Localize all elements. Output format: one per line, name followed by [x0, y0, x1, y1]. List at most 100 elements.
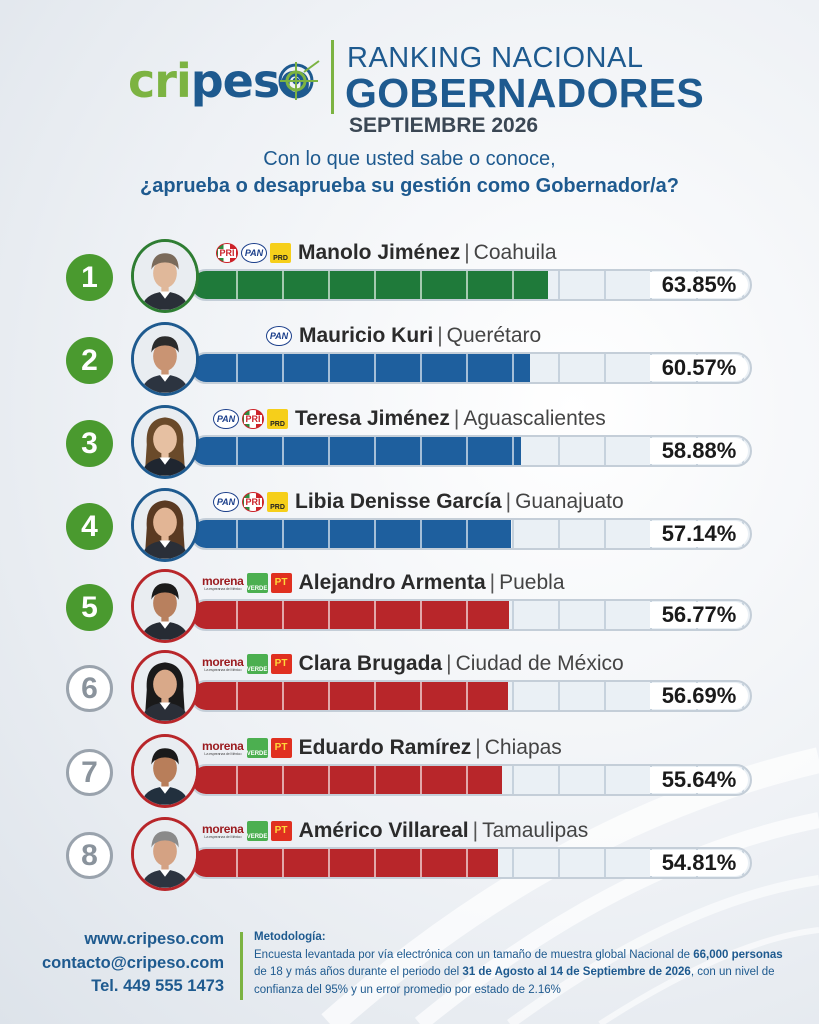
bar-track: 56.77%: [190, 599, 752, 631]
morena-logo-icon: morena La esperanza de México: [202, 574, 244, 591]
name-line: PAN PRI PRD Libia Denisse García | Guanajuato: [213, 488, 624, 516]
governor-name: Mauricio Kuri: [299, 324, 434, 347]
rank-badge: 4: [66, 503, 113, 550]
verde-logo-icon: VERDE: [246, 573, 268, 593]
rank-badge: 8: [66, 832, 113, 879]
bar-track: 63.85%: [190, 269, 752, 301]
rank-badge: 6: [66, 665, 113, 712]
email-link[interactable]: contacto@cripeso.com: [41, 953, 224, 972]
percentage-label: 60.57%: [650, 355, 748, 381]
ranking-row: 7 55.64% morena La esperanza de México VERDE…: [0, 731, 819, 811]
bar-track: 56.69%: [190, 680, 752, 712]
person-icon: [134, 491, 196, 559]
governor-name: Clara Brugada: [298, 652, 443, 675]
bar-fill: [192, 520, 511, 548]
name-line: morena La esperanza de México VERDE PT Clara…: [202, 650, 624, 678]
state-name: Querétaro: [446, 324, 542, 347]
header: cripeso RANKING NACIONAL GOBERNADORES SE…: [0, 38, 819, 138]
methodology-title: Metodología:: [254, 931, 326, 943]
percentage-label: 63.85%: [650, 272, 748, 298]
percentage-label: 56.77%: [650, 602, 748, 628]
bar-fill: [192, 271, 548, 299]
methodology: Metodología: Encuesta levantada por vía …: [254, 931, 783, 996]
person-icon: [134, 820, 196, 888]
governor-name: Teresa Jiménez: [295, 407, 450, 430]
party-logos: morena La esperanza de México VERDE PT: [202, 821, 292, 841]
name-separator: |: [453, 407, 460, 430]
ranking-row: 4 57.14% PAN PRI PRD Libia Denisse García | Gua…: [0, 485, 819, 565]
party-logos: PAN PRI PRD: [213, 492, 288, 512]
party-logos: PAN PRI PRD: [213, 409, 288, 429]
person-icon: [134, 572, 196, 640]
governor-photo: [131, 734, 199, 808]
header-divider: [331, 40, 334, 114]
ranking-row: 3 58.88% PAN PRI PRD Teresa Jiménez | Aguascali…: [0, 402, 819, 482]
governor-name: Alejandro Armenta: [298, 571, 486, 594]
governor-name: Manolo Jiménez: [298, 241, 461, 264]
percentage-label: 54.81%: [650, 850, 748, 876]
rank-badge: 1: [66, 254, 113, 301]
governor-photo: [131, 817, 199, 891]
ranking-row: 5 56.77% morena La esperanza de México VERDE…: [0, 566, 819, 646]
governor-photo: [131, 405, 199, 479]
person-icon: [134, 242, 196, 310]
rank-badge: 2: [66, 337, 113, 384]
bar-track: 54.81%: [190, 847, 752, 879]
state-name: Aguascalientes: [463, 407, 606, 430]
pri-logo-icon: PRI: [216, 243, 238, 263]
governor-photo: [131, 488, 199, 562]
state-name: Tamaulipas: [482, 819, 589, 842]
target-icon: [278, 60, 320, 100]
governor-photo: [131, 569, 199, 643]
party-logos: PAN: [266, 326, 292, 346]
percentage-label: 57.14%: [650, 521, 748, 547]
name-line: PAN PRI PRD Teresa Jiménez | Aguascalientes: [213, 405, 606, 433]
name-separator: |: [446, 652, 452, 675]
prd-logo-icon: PRD: [270, 243, 291, 263]
pt-logo-icon: PT: [270, 738, 292, 758]
person-icon: [134, 737, 196, 805]
party-logos: PRI PAN PRD: [216, 243, 291, 263]
percentage-label: 56.69%: [650, 683, 748, 709]
pri-logo-icon: PRI: [242, 409, 264, 429]
governor-photo: [131, 239, 199, 313]
bar-fill: [192, 849, 498, 877]
verde-logo-icon: VERDE: [246, 821, 268, 841]
phone-text: Tel. 449 555 1473: [91, 977, 224, 995]
morena-logo-icon: morena La esperanza de México: [202, 739, 244, 756]
website-link[interactable]: www.cripeso.com: [84, 930, 224, 948]
rank-badge: 7: [66, 749, 113, 796]
name-line: PRI PAN PRD Manolo Jiménez | Coahuila: [216, 239, 557, 267]
question-line1: Con lo que usted sabe o conoce,: [263, 148, 556, 170]
rank-badge: 5: [66, 584, 113, 631]
governor-name: Américo Villareal: [298, 819, 469, 842]
bar-track: 55.64%: [190, 764, 752, 796]
name-separator: |: [437, 324, 443, 347]
party-logos: morena La esperanza de México VERDE PT: [202, 738, 292, 758]
pan-logo-icon: PAN: [241, 243, 267, 263]
pt-logo-icon: PT: [270, 821, 292, 841]
title-line3: SEPTIEMBRE 2026: [349, 114, 539, 137]
ranking-row: 2 60.57% PAN Mauricio Kuri | Querétaro: [0, 319, 819, 399]
name-separator: |: [464, 241, 470, 264]
pt-logo-icon: PT: [270, 573, 292, 593]
name-separator: |: [505, 490, 512, 513]
governor-name: Libia Denisse García: [295, 490, 502, 513]
party-logos: morena La esperanza de México VERDE PT: [202, 573, 292, 593]
rank-badge: 3: [66, 420, 113, 467]
state-name: Guanajuato: [515, 490, 624, 513]
title-line2: GOBERNADORES: [345, 70, 704, 116]
person-icon: [134, 653, 196, 721]
ranking-row: 1 63.85% PRI PAN PRD Manolo Jiménez | Coahuila: [0, 236, 819, 316]
pan-logo-icon: PAN: [213, 492, 239, 512]
state-name: Puebla: [499, 571, 565, 594]
pri-logo-icon: PRI: [242, 492, 264, 512]
footer-contact: www.cripeso.com contacto@cripeso.com Tel…: [0, 928, 224, 999]
question-line2: ¿aprueba o desaprueba su gestión como Go…: [140, 175, 679, 197]
morena-logo-icon: morena La esperanza de México: [202, 655, 244, 672]
bar-fill: [192, 682, 508, 710]
percentage-label: 55.64%: [650, 767, 748, 793]
bar-fill: [192, 437, 521, 465]
state-name: Chiapas: [484, 736, 562, 759]
name-line: morena La esperanza de México VERDE PT Aleja…: [202, 569, 565, 597]
